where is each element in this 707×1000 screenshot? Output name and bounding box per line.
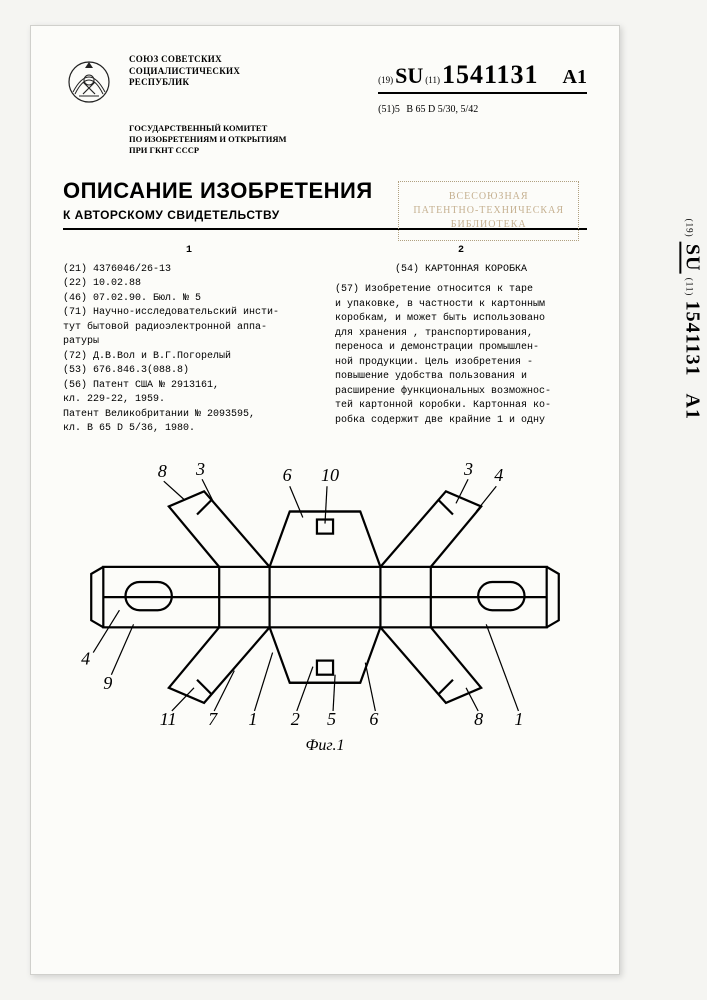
doc-number-block: (19) SU (11) 1541131 A1 (51)5 B 65 D 5/3… (378, 54, 587, 115)
fig-label-8: 8 (158, 461, 167, 481)
fig-label-1: 1 (248, 709, 257, 729)
invention-title: (54) КАРТОННАЯ КОРОБКА (335, 263, 587, 278)
header-row: СОЮЗ СОВЕТСКИХ СОЦИАЛИСТИЧЕСКИХ РЕСПУБЛИ… (63, 54, 587, 156)
ipc-classification: (51)5 B 65 D 5/30, 5/42 (378, 104, 587, 115)
fig-label-6: 6 (283, 465, 292, 485)
figure-caption: Фиг.1 (63, 737, 587, 755)
fig-label-3b: 3 (463, 459, 473, 479)
library-stamp: ВСЕСОЮЗНАЯ ПАТЕНТНО-ТЕХНИЧЕСКАЯ БИБЛИОТЕ… (398, 181, 579, 241)
committee-label: ГОСУДАРСТВЕННЫЙ КОМИТЕТ ПО ИЗОБРЕТЕНИЯМ … (129, 123, 287, 156)
kind-code: A1 (563, 66, 587, 89)
fig-label-4b: 4 (81, 648, 90, 668)
document-number: 1541131 (442, 60, 539, 90)
union-label: СОЮЗ СОВЕТСКИХ СОЦИАЛИСТИЧЕСКИХ РЕСПУБЛИ… (129, 54, 287, 156)
side-doc-label: (19) SU (11) 1541131 A1 (680, 219, 703, 420)
column-1-body: (21) 4376046/26-13 (22) 10.02.88 (46) 07… (63, 263, 315, 437)
fig-label-6b: 6 (369, 709, 378, 729)
country-code: SU (395, 63, 423, 89)
figure-1: 8 3 6 10 3 4 4 9 11 7 1 2 5 6 1 8 Фиг.1 (63, 451, 587, 755)
patent-page: СОЮЗ СОВЕТСКИХ СОЦИАЛИСТИЧЕСКИХ РЕСПУБЛИ… (30, 25, 620, 975)
ussr-emblem-icon (63, 54, 115, 106)
fig-label-2: 2 (291, 709, 300, 729)
biblio-columns: 1 (21) 4376046/26-13 (22) 10.02.88 (46) … (63, 244, 587, 437)
code-11: (11) (425, 75, 440, 85)
fig-label-10: 10 (321, 465, 339, 485)
column-2-body: (57) Изобретение относится к таре и упак… (335, 283, 587, 428)
fig-label-7: 7 (208, 709, 218, 729)
fig-label-1b: 1 (514, 709, 523, 729)
fig-label-4: 4 (494, 465, 503, 485)
fig-label-5: 5 (327, 709, 336, 729)
fig-label-11: 11 (160, 709, 177, 729)
column-1: 1 (21) 4376046/26-13 (22) 10.02.88 (46) … (63, 244, 315, 437)
fig-label-3: 3 (195, 459, 205, 479)
fig-label-8b: 8 (474, 709, 483, 729)
fig-label-9: 9 (103, 673, 112, 693)
column-2: 2 (54) КАРТОННАЯ КОРОБКА (57) Изобретени… (335, 244, 587, 437)
code-19: (19) (378, 75, 393, 85)
